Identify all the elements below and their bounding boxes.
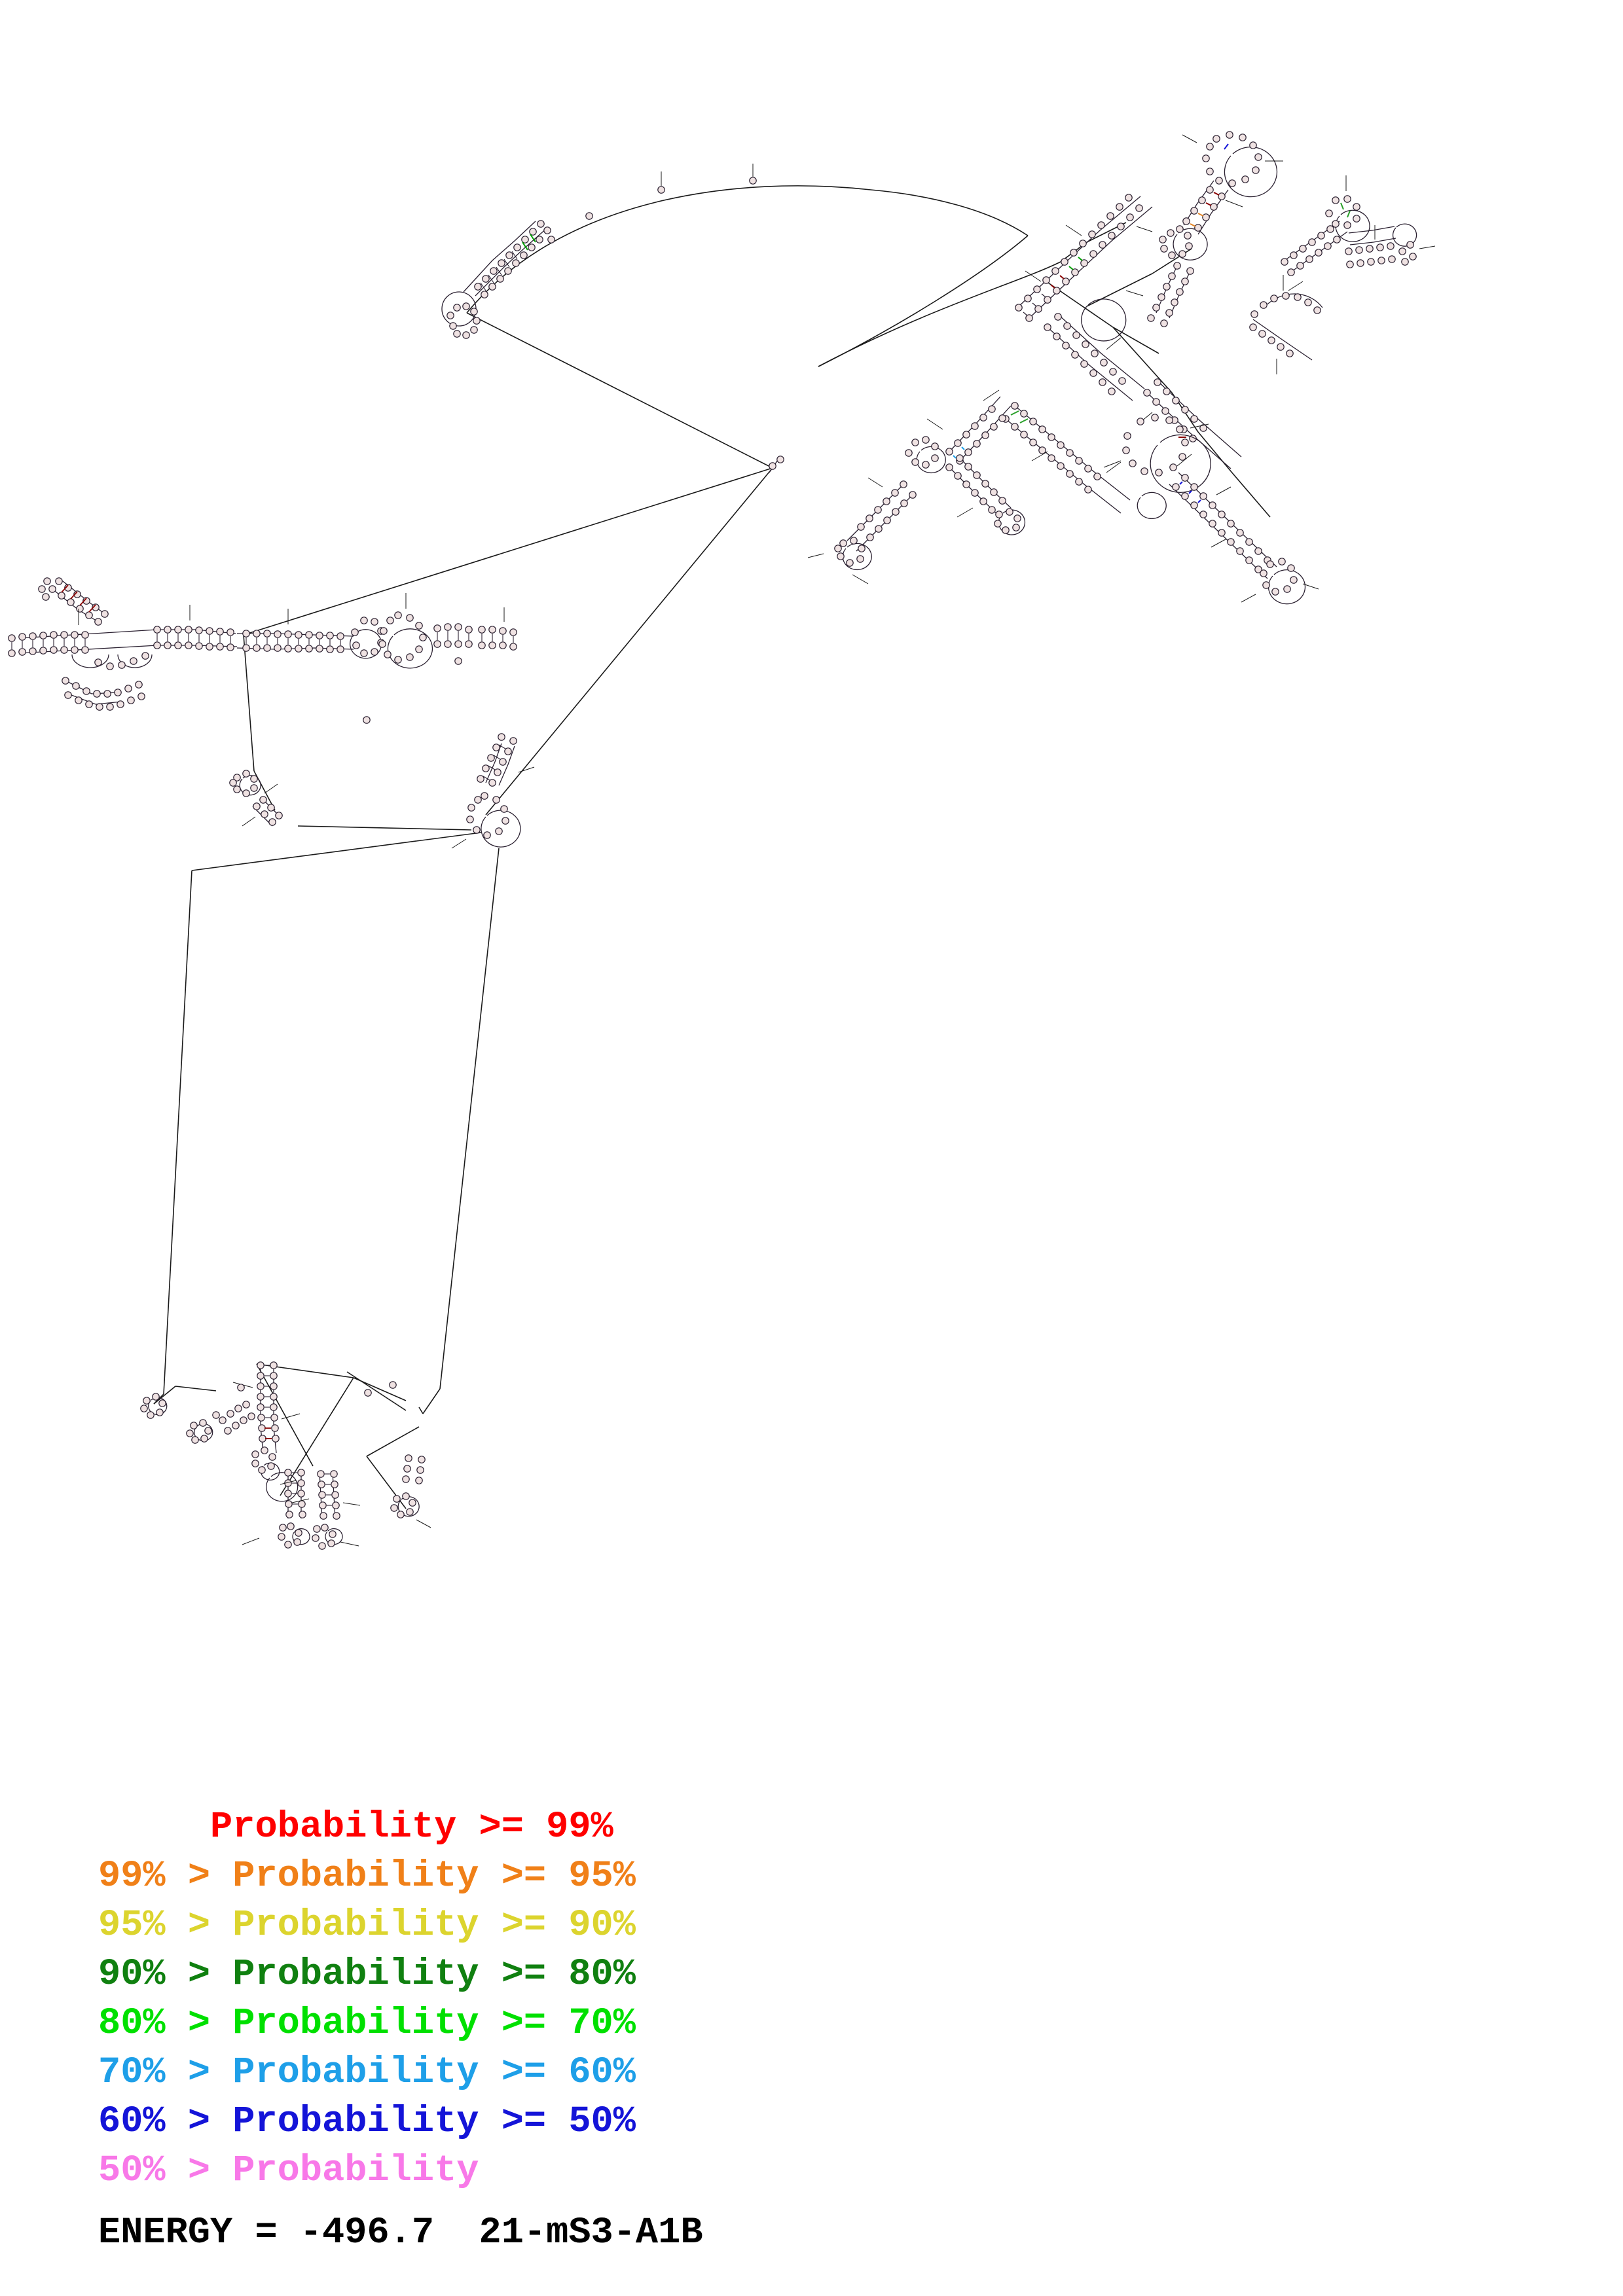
hub-central (769, 456, 784, 473)
hairpin-upper-right (1125, 131, 1283, 327)
knot-mid-right (807, 389, 1026, 584)
legend-row-60: 70% > Probability >= 60% (98, 2052, 636, 2094)
branch-far-left (8, 577, 517, 711)
backbone-skeleton (153, 185, 1271, 1509)
energy-text: ENERGY = -496.7 21-mS3-A1B (98, 2212, 703, 2254)
legend-row-95: 99% > Probability >= 95% (98, 1856, 636, 1897)
legend-row-80: 90% > Probability >= 80% (98, 1954, 636, 1996)
cluster-far-right (1281, 175, 1436, 291)
legend-row-70: 80% > Probability >= 70% (98, 2003, 636, 2045)
isolated-nucleotides (212, 164, 757, 1419)
rna-structure-panel (8, 131, 1436, 1550)
hairpin-top-left (441, 220, 555, 339)
loop-central-left (451, 733, 535, 849)
legend-row-50: 60% > Probability >= 50% (98, 2101, 636, 2143)
legend-row-lt50: 50% > Probability (98, 2150, 479, 2192)
energy-panel: ENERGY = -496.7 21-mS3-A1B (0, 2209, 1623, 2274)
trunk-right (1015, 194, 1242, 469)
legend-row-99: Probability >= 99% (98, 1806, 613, 1848)
loop-right-big (1103, 414, 1319, 605)
probability-legend: Probability >= 99% 99% > Probability >= … (0, 1803, 1623, 2209)
bulge-chain-mid-right (1002, 275, 1323, 520)
rna-structure-diagram (8, 131, 1436, 1550)
stem-left-lower (229, 770, 283, 827)
legend-row-90: 95% > Probability >= 90% (98, 1905, 636, 1946)
cluster-bottom (140, 1361, 431, 1550)
